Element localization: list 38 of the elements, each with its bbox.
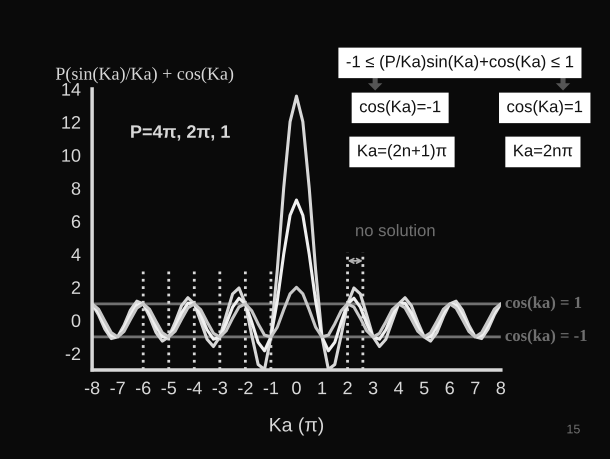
x-tick-label: 2 bbox=[343, 382, 352, 394]
text: cos(Ka)=1 bbox=[507, 100, 582, 116]
text: -1 ≤ (P/Ka)sin(Ka)+cos(Ka) ≤ 1 bbox=[346, 55, 574, 71]
x-tick-label: 3 bbox=[368, 382, 378, 394]
x-tick-label: 1 bbox=[318, 382, 326, 394]
y-tick-label: 4 bbox=[71, 248, 80, 261]
x-tick-label: 4 bbox=[394, 382, 404, 394]
text: 15 bbox=[567, 424, 580, 434]
x-tick-label: 8 bbox=[496, 382, 506, 394]
x-tick-label: -1 bbox=[264, 382, 278, 394]
x-tick-label: -8 bbox=[84, 382, 100, 394]
y-tick-label: 0 bbox=[72, 314, 80, 328]
annotation: no solution bbox=[356, 224, 435, 236]
y-tick-label: 14 bbox=[62, 83, 80, 96]
y-tick-label: 8 bbox=[72, 182, 80, 195]
x-tick-label: -4 bbox=[187, 382, 202, 394]
x-tick-label: 7 bbox=[471, 382, 480, 394]
x-tick-label: -2 bbox=[238, 382, 252, 394]
y-tick-label: 2 bbox=[72, 281, 80, 294]
y-tick-label: 10 bbox=[62, 149, 80, 162]
y-tick-label: -2 bbox=[66, 347, 80, 360]
y-tick-label: 6 bbox=[72, 215, 80, 228]
ref-line-label: cos(ka) = -1 bbox=[505, 329, 587, 344]
annotation: Ka=(2n+1)π bbox=[358, 144, 446, 160]
ref-line-label: cos(ka) = 1 bbox=[505, 296, 582, 312]
x-tick-label: -3 bbox=[212, 382, 228, 394]
x-tick-label: 6 bbox=[446, 382, 454, 394]
x-tick-label: 5 bbox=[420, 382, 428, 394]
text: Ka=2nπ bbox=[514, 144, 572, 156]
x-tick-label: -6 bbox=[136, 382, 150, 394]
x-tick-label: -7 bbox=[110, 382, 125, 394]
annotation: cos(Ka)=-1 bbox=[360, 100, 440, 116]
y-tick-label: 12 bbox=[62, 116, 80, 129]
x-tick-label: -5 bbox=[162, 382, 176, 394]
y-axis-title: P(sin(Ka)/Ka) + cos(Ka) bbox=[56, 67, 234, 84]
x-tick-label: 0 bbox=[292, 382, 301, 394]
x-axis-title: Ka (π) bbox=[270, 417, 324, 436]
annotation: P=4π, 2π, 1 bbox=[131, 125, 230, 141]
